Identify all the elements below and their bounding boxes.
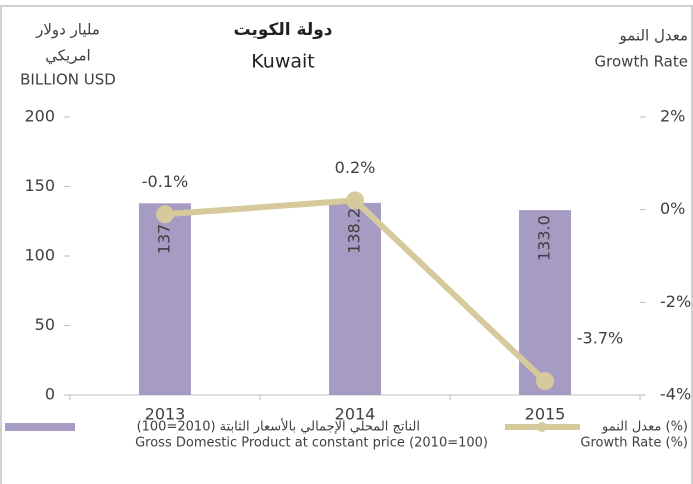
y-axis-label: مليار دولار [35, 21, 100, 39]
y2-axis-label: معدل النمو [619, 27, 689, 45]
legend-label: Gross Domestic Product at constant price… [135, 436, 488, 451]
y-tick-label: 200 [24, 107, 55, 126]
x-tick-label: 2015 [525, 405, 566, 424]
chart-subtitle: Kuwait [251, 51, 314, 73]
x-tick-label: 2014 [335, 405, 376, 424]
y2-tick-label: -4% [660, 385, 691, 404]
legend-label: Growth Rate (%) [580, 436, 688, 451]
line-label: 0.2% [335, 158, 376, 177]
bar [139, 203, 191, 395]
bar [329, 202, 381, 395]
line-marker [346, 191, 364, 210]
x-tick-label: 2013 [145, 405, 186, 424]
bar-label: 133.0 [535, 215, 554, 261]
y-axis-label: امريكي [45, 47, 90, 66]
line-marker [536, 372, 554, 391]
y2-axis-label: Growth Rate [595, 53, 688, 71]
y2-tick-label: 2% [660, 107, 685, 126]
y2-tick-label: 0% [660, 199, 685, 218]
line-marker [156, 205, 174, 224]
y-axis-label: BILLION USD [20, 71, 116, 89]
legend-label: الناتج المحلي الإجمالي بالأسعار الثابتة … [137, 418, 420, 435]
legend-swatch [5, 423, 75, 431]
chart-title: دولة الكويت [233, 20, 332, 40]
y-tick-label: 100 [24, 246, 55, 265]
legend-swatch [537, 422, 547, 432]
y-tick-label: 150 [24, 176, 55, 195]
bar-label: 138.2 [345, 208, 364, 254]
y-tick-label: 50 [35, 315, 55, 334]
y2-tick-label: -2% [660, 292, 691, 311]
line-label: -0.1% [142, 172, 188, 191]
line-label: -3.7% [577, 329, 623, 348]
legend-label: معدل النمو (%) [601, 420, 688, 435]
y-tick-label: 0 [45, 385, 55, 404]
